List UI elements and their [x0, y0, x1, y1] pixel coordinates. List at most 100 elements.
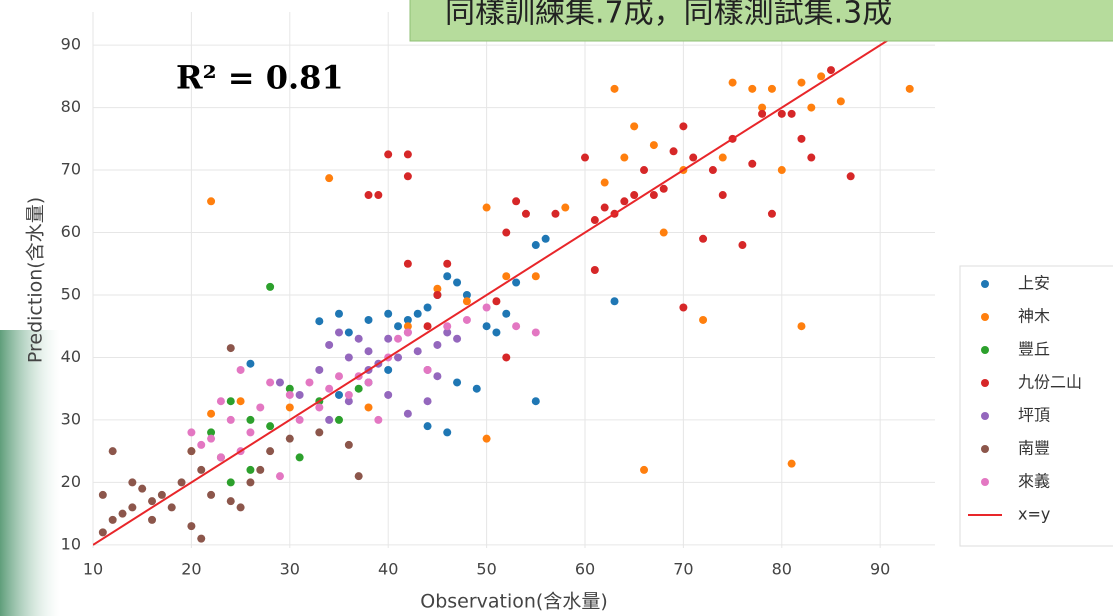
point: [738, 241, 746, 249]
point: [237, 503, 245, 511]
point: [483, 435, 491, 443]
background-decoration: [0, 330, 60, 616]
point: [620, 197, 628, 205]
legend-label: 九份二山: [1018, 373, 1082, 392]
x-tick-label: 20: [181, 560, 201, 579]
point: [207, 435, 215, 443]
point: [109, 516, 117, 524]
point: [512, 322, 520, 330]
point: [266, 283, 274, 291]
x-axis-label: Observation(含水量): [420, 591, 608, 613]
point: [227, 478, 235, 486]
point: [305, 378, 313, 386]
legend-label: 神木: [1018, 307, 1050, 326]
point: [502, 353, 510, 361]
point: [768, 85, 776, 93]
point: [719, 191, 727, 199]
point: [345, 328, 353, 336]
point: [355, 335, 363, 343]
point: [660, 229, 668, 237]
point: [424, 322, 432, 330]
point: [650, 141, 658, 149]
point: [394, 335, 402, 343]
point: [178, 478, 186, 486]
point: [355, 385, 363, 393]
y-tick-label: 40: [61, 347, 81, 366]
point: [197, 535, 205, 543]
point: [591, 266, 599, 274]
point: [709, 166, 717, 174]
point: [365, 403, 373, 411]
point: [483, 303, 491, 311]
point: [404, 328, 412, 336]
point: [532, 328, 540, 336]
point: [512, 197, 520, 205]
point: [187, 447, 195, 455]
point: [797, 135, 805, 143]
point: [414, 347, 422, 355]
point: [365, 347, 373, 355]
point: [148, 497, 156, 505]
point: [453, 378, 461, 386]
point: [620, 154, 628, 162]
legend-label: 豐丘: [1018, 340, 1050, 359]
legend-marker: [981, 313, 989, 321]
point: [817, 72, 825, 80]
point: [906, 85, 914, 93]
point: [611, 297, 619, 305]
point: [453, 335, 461, 343]
x-tick-label: 10: [83, 560, 103, 579]
y-tick-label: 80: [61, 97, 81, 116]
point: [473, 385, 481, 393]
point: [296, 416, 304, 424]
point: [591, 216, 599, 224]
point: [424, 303, 432, 311]
point: [237, 366, 245, 374]
legend-label: 來義: [1018, 472, 1050, 491]
point: [778, 166, 786, 174]
x-tick-label: 40: [378, 560, 398, 579]
point: [207, 491, 215, 499]
point: [424, 422, 432, 430]
point: [227, 416, 235, 424]
legend-marker: [981, 280, 989, 288]
point: [837, 97, 845, 105]
point: [502, 272, 510, 280]
point: [778, 110, 786, 118]
chart: 同樣訓練集.7成，同樣測試集.3成 R² = 0.81 Observation(…: [0, 0, 1113, 616]
point: [463, 316, 471, 324]
point: [148, 516, 156, 524]
point: [630, 122, 638, 130]
legend-marker: [981, 478, 989, 486]
point: [315, 366, 323, 374]
point: [532, 241, 540, 249]
point: [404, 260, 412, 268]
point: [611, 85, 619, 93]
point: [463, 297, 471, 305]
point: [325, 385, 333, 393]
point: [365, 191, 373, 199]
legend-label: 上安: [1018, 274, 1050, 293]
point: [197, 441, 205, 449]
point: [748, 85, 756, 93]
point: [640, 466, 648, 474]
point: [443, 272, 451, 280]
point: [227, 497, 235, 505]
point: [128, 478, 136, 486]
legend-label: 坪頂: [1018, 406, 1050, 425]
point: [807, 104, 815, 112]
point: [227, 344, 235, 352]
point: [325, 174, 333, 182]
point: [335, 416, 343, 424]
point: [256, 403, 264, 411]
point: [443, 322, 451, 330]
point: [640, 166, 648, 174]
point: [227, 397, 235, 405]
point: [335, 391, 343, 399]
point: [207, 410, 215, 418]
point: [187, 522, 195, 530]
point: [551, 210, 559, 218]
point: [246, 360, 254, 368]
point: [138, 485, 146, 493]
point: [119, 510, 127, 518]
